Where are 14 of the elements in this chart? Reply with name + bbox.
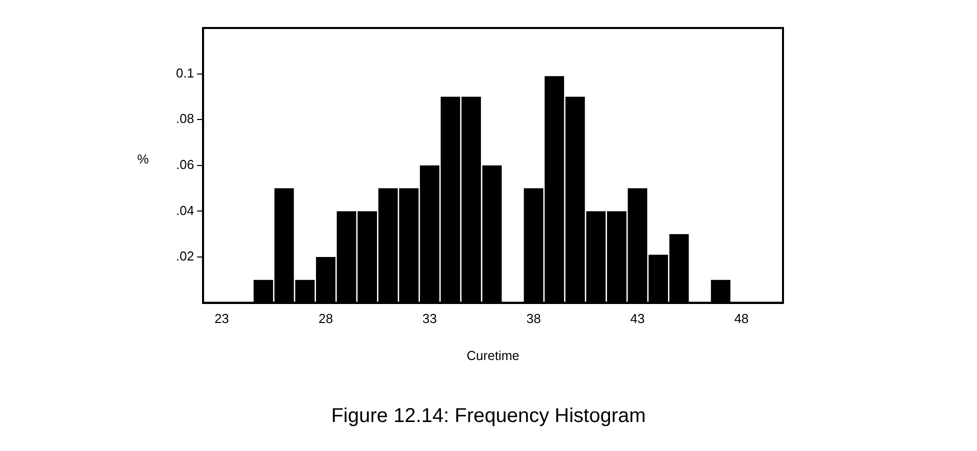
x-tick-label: 38 xyxy=(526,311,541,326)
caption: Figure 12.14: Frequency Histogram xyxy=(330,405,647,428)
y-tick-label: .02 xyxy=(176,248,194,264)
y-tick-label: .08 xyxy=(176,111,194,126)
x-tick-label: 48 xyxy=(734,311,749,326)
x-tick-label: 23 xyxy=(214,311,230,326)
y-tick-label: .04 xyxy=(176,202,194,218)
y-tick-label: 0.1 xyxy=(176,65,194,80)
x-tick-label: 33 xyxy=(422,311,437,326)
x-axis-title: Curetime xyxy=(466,348,520,363)
y-tick-label: .06 xyxy=(176,156,194,172)
x-tick-label: 28 xyxy=(318,311,333,326)
y-axis-title: % xyxy=(137,151,150,166)
x-tick-label: 43 xyxy=(630,311,645,326)
